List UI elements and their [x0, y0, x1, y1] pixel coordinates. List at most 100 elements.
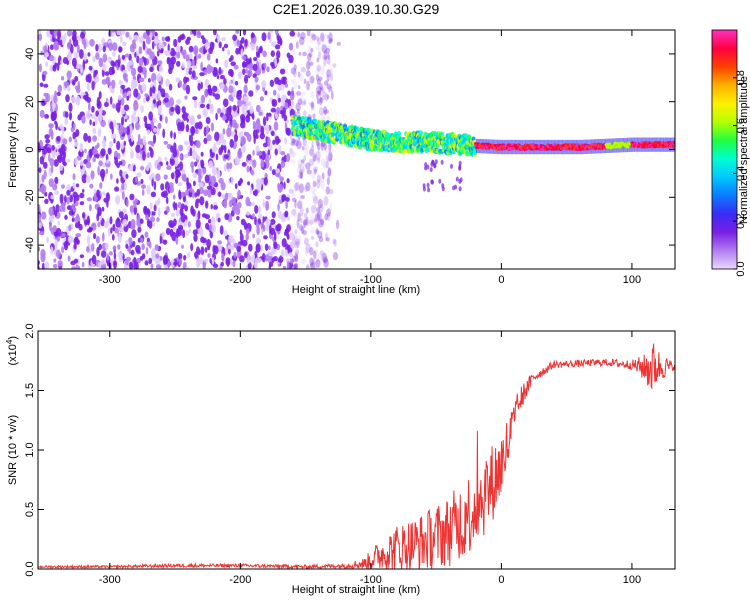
spectrogram-noise-mark — [267, 112, 272, 117]
spectrogram-noise-mark — [316, 229, 320, 235]
spectrogram-noise-mark — [101, 63, 107, 71]
spectrogram-noise-mark — [328, 188, 334, 195]
spectrogram-noise-mark — [67, 235, 74, 244]
spectrogram-noise-mark — [315, 45, 321, 51]
spectrogram-noise-mark — [327, 167, 332, 177]
spectrogram-noise-mark — [209, 148, 213, 154]
spectrogram-noise-mark — [185, 84, 191, 95]
spectrogram-noise-mark — [194, 251, 199, 259]
spectrogram-noise-mark — [134, 52, 137, 58]
spectrogram-tail-mark — [440, 159, 444, 165]
spectrogram-noise-mark — [39, 231, 45, 236]
spectrogram-noise-mark — [106, 192, 110, 202]
spectrogram-noise-mark — [196, 114, 202, 120]
spectrogram-noise-mark — [38, 30, 42, 34]
spectrogram-noise-mark — [206, 64, 212, 74]
spectrogram-noise-mark — [284, 228, 290, 234]
spectrogram-noise-mark — [83, 132, 88, 142]
spectrogram-noise-mark — [198, 47, 204, 53]
spectrogram-noise-mark — [119, 88, 123, 95]
spectrogram-noise-mark — [149, 202, 153, 210]
spectrogram-noise-mark — [148, 220, 153, 229]
spectrogram-noise-mark — [217, 240, 223, 245]
spectrogram-noise-mark — [243, 84, 248, 94]
spectrogram-noise-mark — [324, 144, 330, 155]
spectrogram-noise-mark — [281, 94, 287, 101]
spectrogram-noise-mark — [245, 196, 251, 207]
colorbar-tick-label: 0.2 — [735, 214, 747, 229]
spectrogram-noise-mark — [323, 50, 328, 61]
spectrogram-noise-mark — [197, 210, 201, 220]
spectrogram-noise-mark — [204, 174, 210, 184]
spectrogram-noise-mark — [186, 180, 189, 187]
spectrogram-noise-mark — [292, 69, 297, 78]
spectrogram-noise-mark — [310, 262, 314, 269]
spectrogram-noise-mark — [215, 112, 218, 121]
spectrogram-noise-mark — [268, 30, 274, 34]
spectrogram-noise-mark — [61, 246, 65, 254]
spectrogram-noise-mark — [197, 121, 203, 130]
spectrogram-noise-mark — [163, 140, 169, 145]
spectrogram-noise-mark — [255, 104, 261, 113]
spectrogram-noise-mark — [109, 140, 114, 148]
spectrogram-noise-mark — [326, 69, 332, 78]
spectrogram-noise-mark — [250, 62, 253, 67]
spectrogram-noise-mark — [157, 105, 162, 115]
spectrogram-noise-mark — [255, 84, 260, 91]
spectrogram-tail-mark — [426, 182, 430, 188]
spectrogram-noise-mark — [112, 61, 116, 67]
spectrogram-noise-mark — [288, 188, 294, 194]
spectrogram-noise-mark — [192, 96, 198, 101]
spectrogram-noise-mark — [305, 182, 311, 192]
spectrogram-noise-mark — [53, 30, 57, 39]
spectrogram-noise-mark — [300, 66, 307, 73]
spectrogram-noise-mark — [226, 127, 232, 138]
spectrogram-noise-mark — [141, 189, 145, 196]
spectrogram-noise-mark — [315, 66, 320, 77]
spectrogram-noise-mark — [125, 126, 130, 136]
spectrogram-noise-mark — [144, 231, 149, 238]
spectrogram-noise-mark — [43, 169, 47, 180]
spectrogram-noise-mark — [193, 30, 197, 36]
spectrogram-noise-mark — [258, 205, 261, 214]
spectrogram-noise-mark — [197, 53, 202, 59]
spectrogram-noise-mark — [54, 120, 58, 125]
spectrogram-noise-mark — [274, 44, 281, 50]
spectrogram-noise-mark — [318, 91, 322, 97]
spectrogram-noise-mark — [264, 90, 268, 96]
spectrogram-noise-mark — [317, 142, 321, 151]
spectrogram-noise-mark — [79, 160, 84, 167]
spectrogram-noise-mark — [285, 249, 288, 258]
spectrogram-noise-mark — [126, 95, 130, 101]
spectrogram-noise-mark — [329, 73, 334, 82]
spectrogram-noise-mark — [97, 128, 102, 137]
spectrogram-noise-mark — [330, 90, 334, 100]
spectrogram-noise-mark — [310, 101, 315, 109]
spectrogram-noise-mark — [122, 69, 128, 74]
spectrogram-noise-mark — [159, 114, 163, 122]
spectrogram-tail-mark — [426, 164, 430, 170]
spectrogram-noise-mark — [66, 30, 73, 37]
spectrogram-noise-mark — [170, 106, 175, 112]
spectrogram-noise-mark — [123, 104, 130, 111]
spectrogram-noise-mark — [126, 198, 129, 208]
spectrogram-noise-mark — [273, 121, 279, 131]
spectrogram-noise-mark — [140, 237, 144, 243]
spectrogram-noise-mark — [281, 249, 285, 258]
spectrogram-noise-mark — [48, 178, 54, 188]
spectrogram-noise-mark — [270, 50, 275, 57]
spectrogram-noise-mark — [170, 50, 176, 57]
spectrogram-noise-mark — [74, 141, 79, 147]
spectrogram-noise-mark — [316, 207, 321, 213]
spectrogram-noise-mark — [189, 53, 193, 60]
spectrogram-noise-mark — [60, 59, 64, 65]
spectrogram-noise-mark — [176, 99, 182, 105]
spectrogram-noise-mark — [332, 238, 336, 245]
spectrogram-noise-mark — [271, 211, 276, 219]
spectrogram-noise-mark — [112, 103, 116, 109]
colorbar-tick-label: 0.8 — [735, 70, 747, 85]
spectrogram-noise-mark — [66, 70, 72, 79]
spectrogram-noise-mark — [271, 169, 276, 176]
spectrogram-noise-mark — [281, 99, 285, 107]
spectrogram-noise-mark — [142, 151, 146, 161]
